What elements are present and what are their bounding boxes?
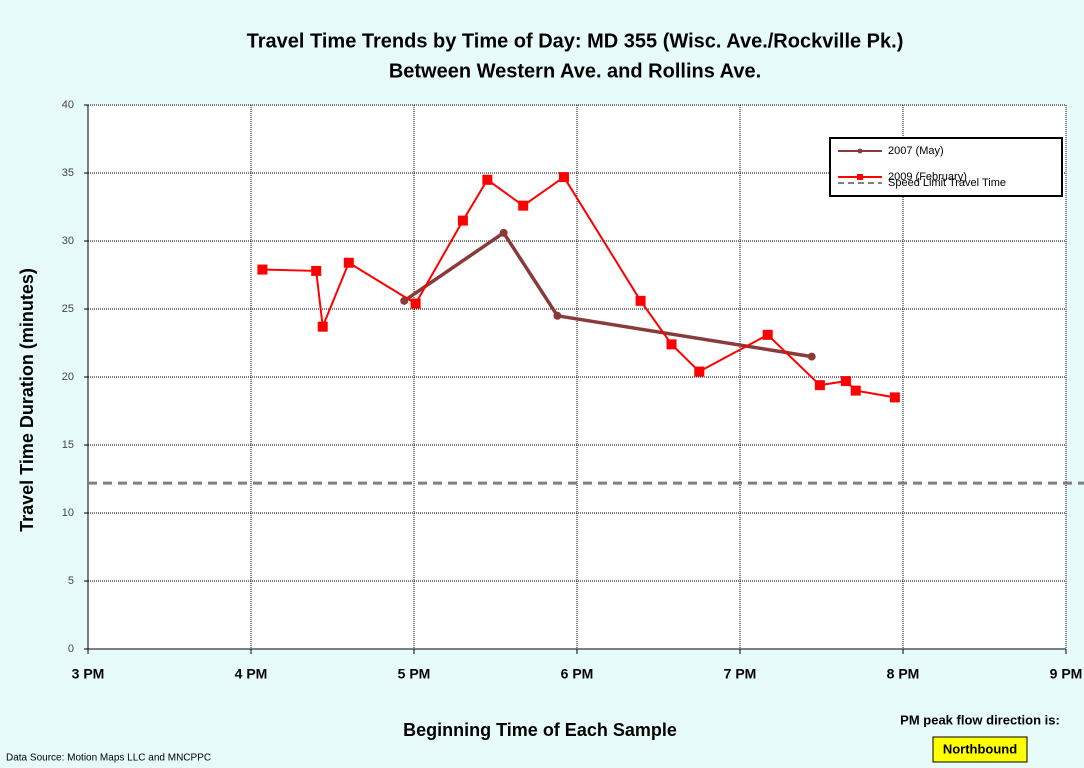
y-tick-label: 5 <box>68 575 74 587</box>
legend-label: 2007 (May) <box>888 145 944 157</box>
y-tick-label: 40 <box>62 99 74 111</box>
y-tick-label: 35 <box>62 167 74 179</box>
y-tick-label: 25 <box>62 303 74 315</box>
y-tick-label: 0 <box>68 643 74 655</box>
marker <box>499 228 508 237</box>
marker <box>840 376 851 387</box>
x-axis-label: Beginning Time of Each Sample <box>403 720 677 740</box>
marker <box>889 392 900 403</box>
x-tick-label: 8 PM <box>887 666 920 682</box>
y-axis-label: Travel Time Duration (minutes) <box>17 268 37 532</box>
x-tick-label: 7 PM <box>724 666 757 682</box>
source: Data Source: Motion Maps LLC and MNCPPC <box>6 753 211 764</box>
marker <box>343 257 354 268</box>
marker <box>518 200 529 211</box>
marker <box>482 174 493 185</box>
direction: Northbound <box>943 741 1017 756</box>
direction-label: PM peak flow direction is: <box>900 712 1060 727</box>
x-tick-label: 3 PM <box>72 666 105 682</box>
marker <box>857 174 863 180</box>
marker <box>814 380 825 391</box>
legend-label: 2009 (February) <box>888 171 967 183</box>
marker <box>457 215 468 226</box>
y-tick-label: 30 <box>62 235 74 247</box>
y-tick-label: 10 <box>62 507 74 519</box>
marker <box>807 352 816 361</box>
marker <box>410 298 421 309</box>
y-tick-label: 15 <box>62 439 74 451</box>
legend-label: Speed Limit Travel Time <box>888 177 1006 189</box>
marker <box>857 148 863 154</box>
chart-subtitle: Between Western Ave. and Rollins Ave. <box>389 60 761 82</box>
series-line <box>403 230 812 359</box>
x-tick-label: 9 PM <box>1050 666 1083 682</box>
direction-box <box>932 736 1028 763</box>
chart-title: Travel Time Trends by Time of Day: MD 35… <box>247 30 904 52</box>
marker <box>666 339 677 350</box>
x-tick-label: 4 PM <box>235 666 268 682</box>
x-tick-label: 5 PM <box>398 666 431 682</box>
marker <box>553 311 562 320</box>
marker <box>257 264 268 275</box>
marker <box>558 172 569 183</box>
x-tick-label: 6 PM <box>561 666 594 682</box>
y-tick-label: 20 <box>62 371 74 383</box>
marker <box>317 321 328 332</box>
marker <box>694 366 705 377</box>
marker <box>311 265 322 276</box>
legend-box <box>829 137 1063 197</box>
marker <box>762 329 773 340</box>
marker <box>635 295 646 306</box>
marker <box>850 385 861 396</box>
